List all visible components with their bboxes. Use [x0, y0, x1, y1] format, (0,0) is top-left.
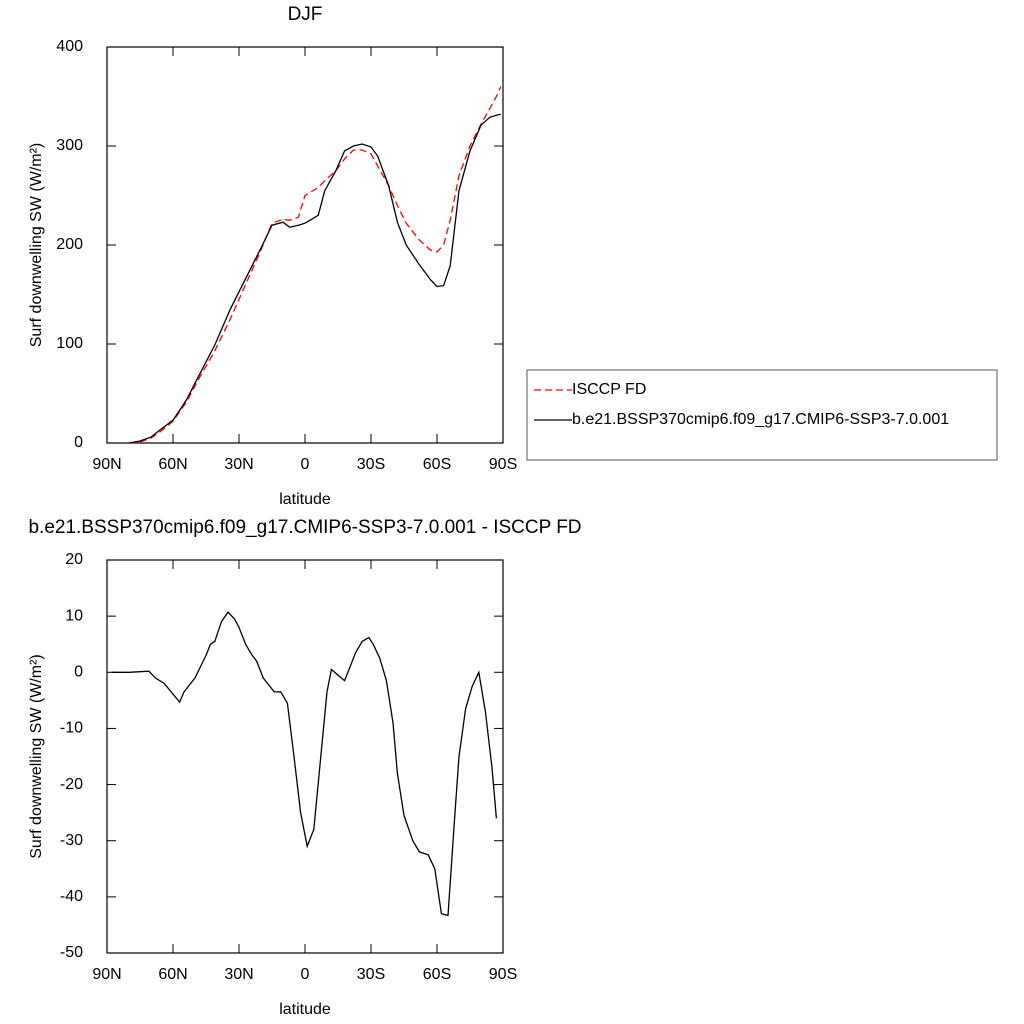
y-tick-label: 0: [74, 664, 83, 681]
y-tick-label: -40: [60, 888, 83, 905]
y-tick-label: -50: [60, 944, 83, 961]
x-tick-label: 30N: [224, 456, 253, 473]
plot-frame: [106, 46, 504, 444]
y-tick-label: -20: [60, 776, 83, 793]
y-tick-label: 300: [56, 137, 83, 154]
x-tick-label: 30S: [357, 456, 385, 473]
y-axis-label: Surf downwelling SW (W/m²): [28, 143, 45, 347]
y-tick-label: -30: [60, 832, 83, 849]
x-tick-label: 60S: [423, 456, 451, 473]
y-tick-label: 100: [56, 335, 83, 352]
x-axis-label: latitude: [279, 491, 331, 508]
x-tick-label: 90N: [92, 456, 121, 473]
legend-box: [526, 369, 998, 461]
y-tick-label: -10: [60, 720, 83, 737]
y-tick-label: 200: [56, 236, 83, 253]
x-axis-label: latitude: [279, 1001, 331, 1018]
x-tick-label: 60N: [158, 966, 187, 983]
legend-label: ISCCP FD: [572, 381, 646, 398]
x-tick-label: 90S: [489, 456, 517, 473]
x-tick-label: 90N: [92, 966, 121, 983]
x-tick-label: 0: [301, 456, 310, 473]
legend-label: b.e21.BSSP370cmip6.f09_g17.CMIP6-SSP3-7.…: [572, 411, 949, 428]
chart-title: b.e21.BSSP370cmip6.f09_g17.CMIP6-SSP3-7.…: [28, 517, 581, 538]
x-tick-label: 30S: [357, 966, 385, 983]
data-line: [111, 611, 498, 917]
data-line: [128, 86, 502, 444]
x-tick-label: 0: [301, 966, 310, 983]
x-tick-label: 90S: [489, 966, 517, 983]
y-tick-label: 0: [74, 434, 83, 451]
y-tick-label: 20: [65, 551, 83, 568]
x-tick-label: 30N: [224, 966, 253, 983]
chart-title: DJF: [288, 4, 323, 25]
y-tick-label: 400: [56, 38, 83, 55]
x-tick-label: 60S: [423, 966, 451, 983]
y-axis-label: Surf downwelling SW (W/m²): [28, 654, 45, 858]
x-tick-label: 60N: [158, 456, 187, 473]
plot-frame: [106, 559, 504, 954]
data-line: [128, 113, 501, 444]
y-tick-label: 10: [65, 607, 83, 624]
